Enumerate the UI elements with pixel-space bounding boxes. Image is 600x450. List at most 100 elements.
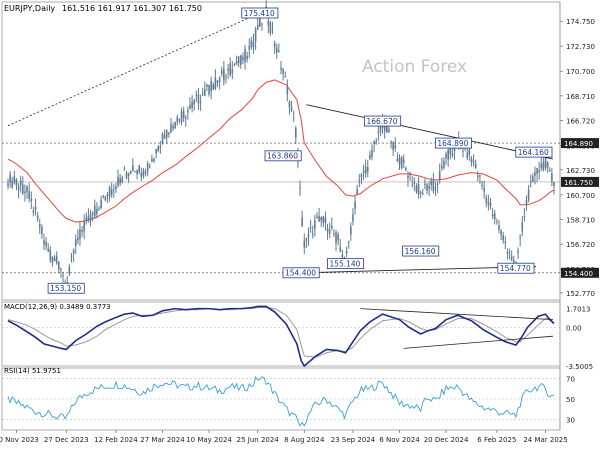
candle-body (53, 257, 56, 262)
candle-body (546, 162, 549, 168)
price-tick-label: 158.710 (566, 217, 595, 225)
candle-body (115, 186, 117, 189)
candle-body (527, 190, 530, 200)
candle-body (93, 205, 96, 217)
candle-body (49, 249, 52, 261)
candle-body (320, 216, 323, 221)
candle-body (523, 216, 526, 217)
candle-body (386, 125, 388, 133)
candle-body (233, 64, 236, 66)
candle-body (184, 118, 187, 119)
candle-body (187, 110, 189, 113)
price-tick-label: 160.700 (566, 192, 595, 200)
candle-body (468, 149, 471, 155)
candle-body (311, 233, 314, 235)
price-tick-label: 172.730 (566, 43, 595, 51)
candle-body (206, 84, 208, 87)
candle-body (417, 183, 420, 195)
candle-body (178, 119, 181, 121)
candle-body (62, 275, 64, 277)
candle-body (195, 95, 198, 96)
candle-body (445, 153, 447, 158)
candle-body (538, 170, 540, 173)
price-label-box (327, 258, 365, 270)
candle-body (96, 209, 98, 214)
candle-body (504, 241, 507, 244)
candle-body (481, 184, 483, 187)
candle-body (398, 158, 401, 165)
price-tag-text: 154.400 (564, 270, 593, 278)
date-tick-label: 6 Feb 2025 (477, 436, 516, 444)
candle-body (218, 77, 221, 82)
candle-body (428, 185, 430, 189)
candle-body (214, 77, 217, 89)
price-tick-label: 162.730 (566, 167, 595, 175)
candle-body (32, 210, 35, 213)
date-tick-label: 24 Mar 2025 (523, 436, 567, 444)
candle-body (553, 182, 555, 187)
candle-body (168, 132, 170, 135)
candle-body (182, 110, 185, 119)
chart-header-symbol: EURJPY,Daily (4, 4, 55, 13)
candle-body (491, 214, 494, 217)
candle-body (508, 254, 511, 256)
candle-body (506, 251, 509, 254)
macd-lines (2, 305, 560, 368)
candle-body (170, 124, 172, 133)
price-label-text: 154.770 (500, 264, 531, 273)
candle-body (159, 146, 162, 148)
candle-body (89, 213, 92, 221)
candle-body (28, 191, 30, 199)
candle-body (151, 158, 153, 162)
candle-body (292, 117, 295, 119)
price-labels: 175.410 166.670 164.890 164.160 163.860 155.1… (47, 7, 553, 294)
candle-body (369, 155, 371, 159)
candle-body (55, 255, 58, 264)
candle-body (407, 175, 409, 179)
candle-body (244, 48, 246, 62)
candle-body (15, 179, 18, 186)
candle-body (125, 172, 128, 179)
candle-body (322, 216, 325, 223)
candle-body (239, 55, 242, 65)
candle-body (512, 259, 515, 265)
candle-body (34, 206, 37, 210)
candle-body (366, 166, 369, 172)
candle-body (223, 68, 225, 81)
candle-body (43, 240, 45, 245)
candle-body (81, 230, 83, 232)
price-label-text: 163.860 (267, 152, 298, 161)
rsi-tick-label: 50 (566, 396, 575, 404)
candle-body (127, 173, 130, 176)
horizontal-levels (2, 142, 560, 274)
candle-body (502, 235, 505, 241)
candle-body (275, 47, 278, 53)
rsi-lines (2, 376, 560, 428)
candle-body (472, 160, 475, 163)
price-label-text: 164.890 (437, 139, 468, 148)
candle-body (318, 215, 320, 222)
candle-body (521, 222, 524, 232)
candle-body (500, 230, 502, 235)
price-label-text: 153.150 (50, 284, 81, 293)
descending-trendline (306, 104, 554, 160)
candle-body (278, 50, 280, 53)
price-label-box (497, 262, 535, 274)
candle-body (225, 76, 227, 78)
candle-body (248, 46, 251, 50)
candle-body (352, 214, 354, 222)
candle-body (328, 230, 331, 234)
candle-body (148, 166, 151, 168)
candle-body (411, 184, 414, 186)
rsi-tick-label: 70 (566, 375, 575, 383)
candle-body (347, 241, 350, 243)
macd-tick-label: 0.00 (566, 324, 582, 332)
candle-body (9, 174, 11, 183)
candle-body (400, 157, 403, 169)
rsi-axis: 70 50 30 (566, 375, 575, 424)
candle-body (212, 84, 215, 90)
rsi-tick-label: 30 (566, 417, 575, 425)
candle-body (259, 17, 261, 27)
macd-signal-line (7, 307, 555, 358)
candle-body (324, 217, 327, 223)
